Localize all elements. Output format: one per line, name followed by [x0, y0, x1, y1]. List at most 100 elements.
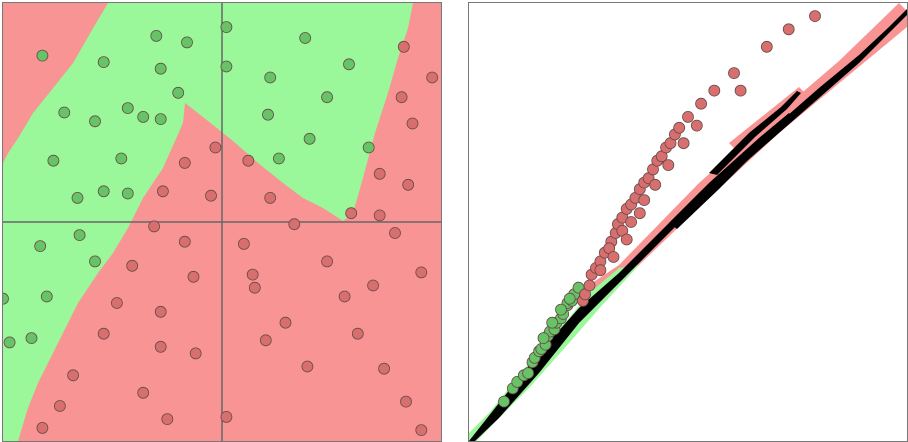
left-red-point-12: [345, 207, 358, 220]
left-red-point-31: [351, 327, 364, 340]
left-red-point-37: [67, 369, 79, 382]
left-red-point-13: [373, 209, 386, 222]
left-green-point-13: [58, 106, 71, 119]
green-decision-region: [3, 3, 413, 441]
transformed-space-plot: [469, 3, 907, 441]
right-red-point-36: [649, 178, 662, 191]
left-green-point-28: [89, 255, 101, 268]
left-green-point-24: [71, 191, 84, 204]
right-red-point-31: [809, 10, 821, 23]
left-red-point-32: [259, 334, 272, 347]
left-green-point-11: [321, 91, 334, 104]
left-green-point-32: [3, 336, 16, 349]
left-red-point-8: [402, 178, 415, 191]
left-green-point-9: [172, 86, 185, 99]
left-red-point-2: [395, 91, 408, 104]
right-red-point-25: [695, 97, 708, 110]
left-red-point-26: [111, 297, 123, 309]
right-red-point-30: [782, 23, 795, 36]
left-red-point-24: [367, 279, 380, 292]
left-red-point-19: [126, 259, 139, 272]
left-red-point-21: [415, 266, 428, 279]
left-red-point-0: [397, 40, 410, 53]
right-red-point-35: [638, 194, 651, 207]
left-red-point-11: [264, 191, 277, 204]
left-red-point-23: [246, 268, 259, 281]
right-red-point-2: [583, 279, 596, 292]
black-manifold-arm-2: [669, 113, 793, 229]
right-red-point-23: [673, 121, 686, 134]
left-red-point-36: [378, 362, 391, 375]
red-top-left-corner: [3, 3, 108, 163]
left-green-point-1: [150, 30, 163, 42]
left-red-point-28: [154, 305, 167, 318]
left-green-point-17: [262, 108, 274, 121]
transformed-space-panel: [468, 2, 908, 442]
left-red-point-6: [178, 156, 191, 169]
left-red-point-15: [148, 220, 161, 233]
left-green-point-23: [97, 185, 110, 198]
left-green-point-25: [121, 187, 134, 200]
left-red-point-1: [426, 71, 439, 84]
right-green-point-22: [537, 332, 550, 345]
left-green-point-6: [154, 62, 167, 75]
left-green-point-22: [272, 152, 285, 165]
left-green-point-7: [220, 60, 233, 73]
left-green-point-10: [264, 71, 277, 84]
left-green-point-0: [36, 49, 49, 62]
left-red-point-4: [209, 141, 222, 154]
left-green-point-30: [3, 292, 9, 305]
left-green-point-27: [73, 229, 86, 242]
left-red-point-34: [189, 347, 202, 360]
left-green-point-29: [40, 290, 53, 303]
left-green-point-18: [303, 132, 316, 145]
left-green-point-15: [154, 113, 167, 125]
left-green-point-21: [115, 152, 128, 165]
left-green-point-8: [343, 58, 355, 71]
left-red-point-29: [279, 316, 292, 329]
input-space-points: [3, 21, 439, 437]
right-green-point-0: [498, 395, 510, 408]
left-red-point-38: [137, 386, 150, 399]
left-green-point-26: [34, 240, 47, 253]
right-red-point-37: [662, 159, 675, 172]
left-red-point-33: [154, 340, 167, 353]
left-red-point-3: [406, 117, 419, 130]
left-green-point-16: [89, 115, 101, 128]
left-red-point-39: [400, 395, 412, 408]
left-green-point-4: [299, 32, 312, 44]
left-red-point-7: [373, 167, 386, 180]
left-red-point-14: [288, 218, 301, 231]
right-red-point-40: [594, 264, 607, 277]
left-green-point-14: [137, 111, 150, 123]
right-red-point-26: [708, 84, 721, 97]
right-green-point-21: [546, 316, 559, 329]
left-red-point-44: [415, 424, 428, 437]
left-red-point-20: [321, 255, 334, 268]
left-red-point-40: [54, 400, 66, 412]
left-red-point-25: [248, 281, 261, 294]
left-red-point-10: [205, 189, 217, 202]
left-red-point-30: [97, 327, 110, 340]
right-red-point-38: [677, 137, 690, 150]
left-red-point-41: [220, 410, 233, 423]
right-red-point-41: [607, 251, 620, 263]
right-red-point-27: [728, 67, 740, 79]
black-manifold: [469, 9, 907, 441]
left-red-point-5: [242, 154, 255, 167]
left-red-point-16: [389, 227, 401, 239]
left-red-point-22: [187, 270, 200, 283]
left-red-point-42: [36, 421, 49, 434]
right-red-point-29: [760, 40, 773, 53]
left-green-point-31: [25, 332, 38, 345]
left-green-point-20: [47, 154, 60, 167]
left-red-point-18: [237, 237, 250, 250]
right-green-point-24: [563, 292, 576, 305]
left-red-point-17: [178, 235, 191, 248]
left-green-point-3: [220, 21, 233, 34]
left-red-point-43: [161, 413, 174, 426]
left-red-point-9: [156, 185, 169, 198]
left-red-point-27: [338, 290, 351, 303]
right-red-point-28: [734, 84, 747, 97]
left-green-point-19: [362, 141, 375, 154]
